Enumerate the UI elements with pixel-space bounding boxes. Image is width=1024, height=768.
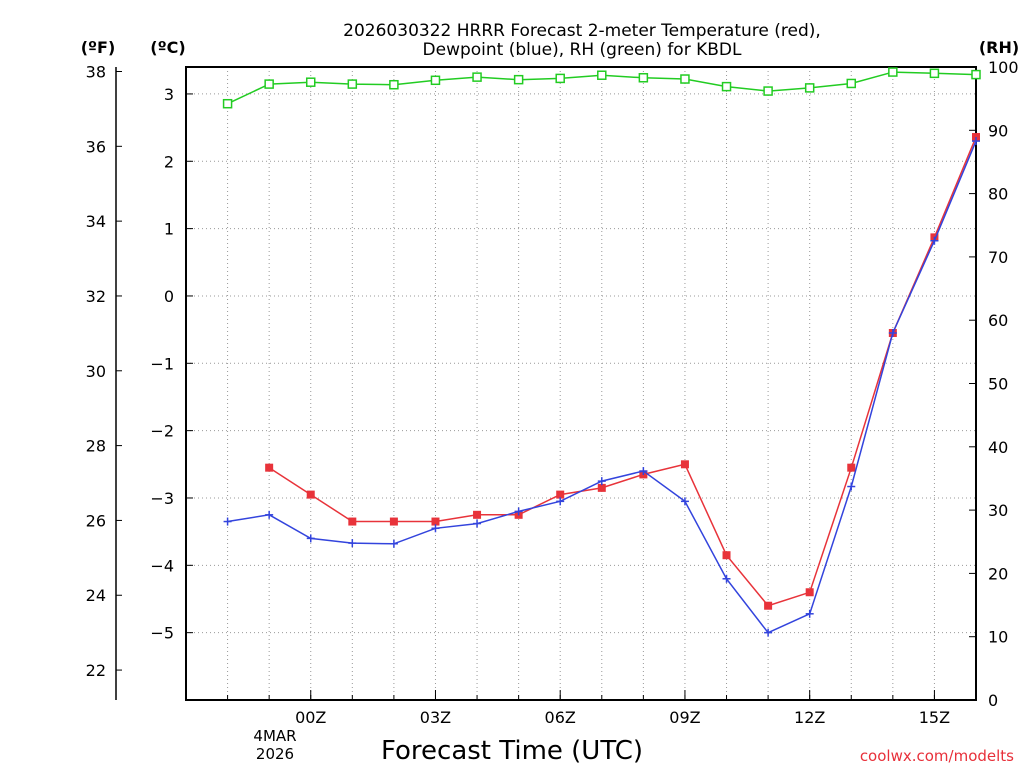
rh-point [555,73,565,84]
date-label-month: 4MAR [253,727,296,745]
temperature-point [805,588,814,597]
tick-marks-and-labels: 3836343230282624223210−1−2−3−4−510090807… [86,58,1019,727]
temperature-point [556,490,565,499]
series-rh [222,67,981,109]
x-tick-label: 09Z [669,708,700,727]
x-tick-label: 00Z [295,708,326,727]
fahrenheit-tick-label: 26 [86,511,106,530]
chart-title-line1: 2026030322 HRRR Forecast 2-meter Tempera… [343,21,821,41]
fahrenheit-tick-label: 22 [86,661,106,680]
series-dewpoint [223,137,980,637]
celsius-tick-label: −3 [150,489,174,508]
x-tick-label: 03Z [420,708,451,727]
temperature-point [680,460,689,469]
fahrenheit-unit-label: (ºF) [81,38,116,57]
rh-point [472,72,482,82]
rh-point [929,68,940,79]
fahrenheit-tick-label: 24 [86,586,106,605]
celsius-tick-label: 0 [164,287,174,306]
rh-tick-label: 90 [988,121,1008,140]
rh-tick-label: 10 [988,628,1008,647]
temperature-point [348,517,357,526]
celsius-tick-label: 3 [164,85,174,104]
fahrenheit-tick-label: 38 [86,62,106,81]
celsius-tick-label: −1 [150,354,174,373]
fahrenheit-tick-label: 34 [86,212,106,231]
dewpoint-line [227,140,977,634]
rh-unit-label: (RH) [979,38,1019,57]
temperature-point [972,133,980,142]
rh-point [222,98,233,109]
rh-point [846,78,857,89]
rh-tick-label: 60 [988,311,1008,330]
date-label-year: 2026 [256,745,294,763]
chart-title-line2: Dewpoint (blue), RH (green) for KBDL [423,40,742,60]
x-axis-title: Forecast Time (UTC) [381,736,643,766]
celsius-tick-label: 2 [164,152,174,171]
rh-point [971,69,981,80]
rh-point [597,70,607,80]
rh-tick-label: 30 [988,501,1008,520]
rh-point [721,81,732,92]
rh-tick-label: 70 [988,248,1008,267]
fahrenheit-tick-label: 32 [86,287,106,306]
temperature-point [597,483,606,492]
rh-tick-label: 50 [988,375,1008,394]
rh-tick-label: 100 [988,58,1019,77]
axes [115,66,977,701]
rh-point [430,75,441,86]
rh-point [347,79,358,89]
temperature-point [389,517,398,526]
rh-tick-label: 40 [988,438,1008,457]
fahrenheit-tick-label: 36 [86,137,106,156]
rh-point [305,77,316,87]
celsius-unit-label: (ºC) [150,38,185,57]
rh-tick-label: 0 [988,691,998,710]
rh-point [888,67,898,77]
grid-lines [186,67,976,700]
rh-tick-label: 80 [988,185,1008,204]
fahrenheit-tick-label: 30 [86,362,106,381]
rh-point [389,79,399,90]
celsius-tick-label: −4 [150,556,174,575]
fahrenheit-tick-label: 28 [86,437,106,456]
x-tick-label: 06Z [545,708,576,727]
temperature-point [431,517,440,526]
credit-text: coolwx.com/modelts [860,747,1014,765]
rh-point [264,79,274,89]
temperature-point [847,463,856,472]
temperature-point [722,551,731,560]
rh-point [680,74,690,84]
plot-frame [185,66,977,701]
temperature-point [306,490,315,499]
temperature-point [473,510,482,519]
temperature-point [764,601,773,610]
x-tick-label: 15Z [919,708,950,727]
celsius-tick-label: 1 [164,220,174,239]
temperature-line [268,136,977,607]
celsius-tick-label: −2 [150,422,174,441]
rh-point [804,83,815,93]
rh-point [763,86,773,96]
rh-point [638,73,649,83]
series-temperature [265,133,980,610]
rh-point [513,74,524,85]
celsius-tick-label: −5 [150,624,174,643]
x-tick-label: 12Z [794,708,825,727]
data-series [222,67,981,637]
rh-tick-label: 20 [988,564,1008,583]
temperature-point [265,463,274,472]
